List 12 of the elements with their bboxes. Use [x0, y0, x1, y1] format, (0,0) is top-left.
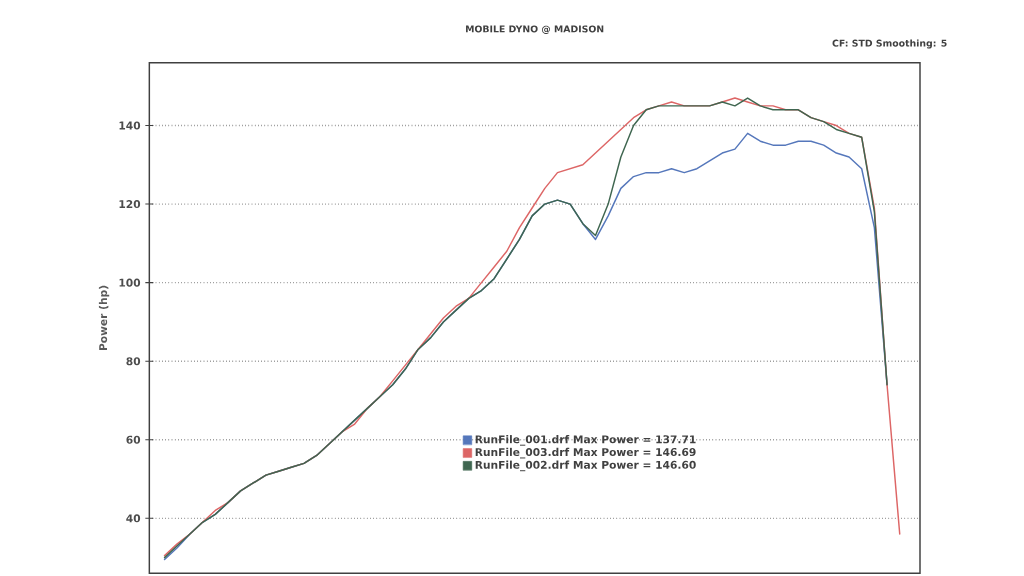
y-tick-label: 60: [126, 435, 141, 444]
legend-label: RunFile_003.drf Max Power = 146.69: [475, 447, 696, 459]
legend-label: RunFile_002.drf Max Power = 146.60: [475, 460, 696, 472]
chart-title: MOBILE DYNO @ MADISON: [466, 25, 604, 34]
y-tick-label: 140: [119, 121, 141, 130]
y-tick-label: 100: [119, 278, 141, 287]
y-axis-title: Power (hp): [98, 285, 110, 351]
y-tick-label: 120: [119, 200, 141, 209]
y-tick-label: 80: [126, 357, 141, 366]
y-tick-label: 40: [126, 514, 141, 523]
legend-label: RunFile_001.drf Max Power = 137.71: [475, 435, 696, 446]
text: CF: STD Smoothing: 5: [832, 39, 947, 49]
